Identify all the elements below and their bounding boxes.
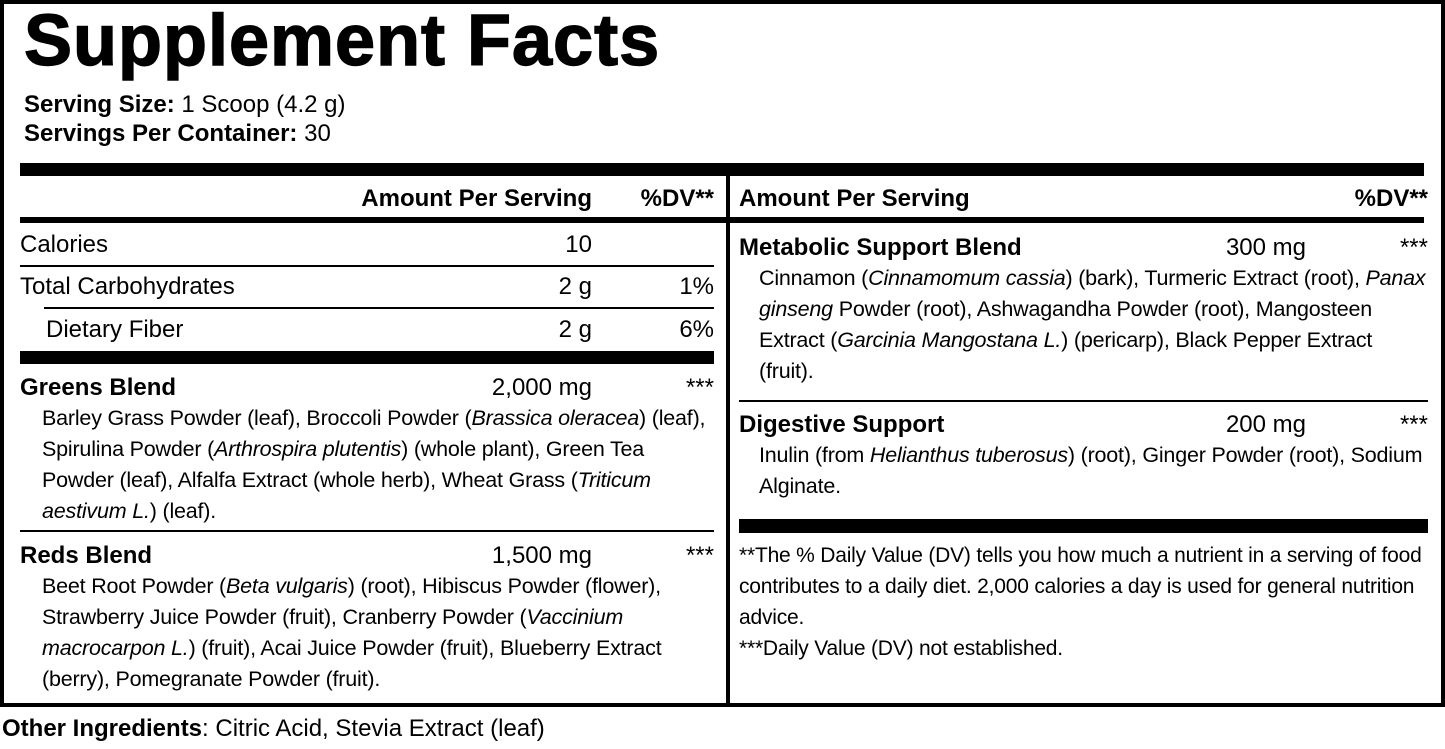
blend-amount: 1,500 mg: [491, 542, 592, 569]
page-title: Supplement Facts: [23, 1, 661, 81]
dv-header-label: %DV**: [640, 184, 714, 212]
thick-divider-bar: [739, 519, 1428, 533]
nutrient-amount: 2 g: [558, 316, 592, 343]
nutrient-name: Dietary Fiber: [46, 316, 184, 343]
top-thick-bar: [20, 163, 1424, 176]
nutrient-name: Calories: [20, 231, 109, 258]
column-divider: [726, 176, 730, 703]
blend-name: Greens Blend: [20, 374, 177, 401]
left-column: Calories 10 Total Carbohydrates 2 g 1% D…: [20, 225, 714, 695]
thick-divider-bar: [20, 351, 714, 364]
nutrient-amount: 10: [565, 231, 592, 258]
nutrient-row-total-carbohydrates: Total Carbohydrates 2 g 1%: [20, 267, 714, 307]
footnote-dv-definition: **The % Daily Value (DV) tells you how m…: [739, 544, 1422, 629]
footnotes: **The % Daily Value (DV) tells you how m…: [739, 533, 1428, 664]
blend-name: Digestive Support: [739, 411, 945, 438]
serving-size-value: 1 Scoop (4.2 g): [174, 91, 346, 118]
blend-ingredients-metabolic: Cinnamon (Cinnamomum cassia) (bark), Tur…: [759, 266, 1426, 383]
blend-name: Metabolic Support Blend: [739, 234, 1022, 261]
nutrient-row-calories: Calories 10: [20, 225, 714, 265]
blend-dv-asterisks: ***: [685, 374, 714, 401]
blend-dv-asterisks: ***: [685, 542, 714, 569]
header-underline-bar: [20, 217, 1424, 223]
blend-dv-asterisks: ***: [1399, 411, 1428, 438]
other-ingredients-row: Other Ingredients: Citric Acid, Stevia E…: [2, 715, 1445, 743]
separator-line-indented: [44, 307, 714, 309]
blend-name: Reds Blend: [20, 542, 153, 569]
nutrient-dv: 6%: [679, 316, 714, 343]
blend-amount: 200 mg: [1225, 411, 1306, 438]
blend-ingredients-reds: Beet Root Powder (Beta vulgaris) (root),…: [42, 574, 662, 691]
servings-per-container-value: 30: [297, 120, 331, 147]
supplement-facts-panel: Supplement Facts Serving Size: 1 Scoop (…: [0, 0, 1445, 707]
serving-info: Serving Size: 1 Scoop (4.2 g) Servings P…: [24, 90, 345, 148]
blend-ingredients-greens: Barley Grass Powder (leaf), Broccoli Pow…: [42, 406, 706, 523]
blend-amount: 300 mg: [1225, 234, 1306, 261]
amount-per-serving-label: Amount Per Serving: [361, 184, 592, 212]
serving-size-label: Serving Size:: [24, 91, 175, 118]
other-ingredients-label: Other Ingredients: [2, 715, 203, 742]
serving-size-row: Serving Size: 1 Scoop (4.2 g): [24, 90, 345, 119]
separator-line: [20, 265, 714, 267]
blend-dv-asterisks: ***: [1399, 234, 1428, 261]
servings-per-container-row: Servings Per Container: 30: [24, 119, 345, 148]
other-ingredients-value: : Citric Acid, Stevia Extract (leaf): [202, 715, 545, 742]
right-column-header: Amount Per Serving %DV**: [739, 180, 1428, 217]
amount-per-serving-label: Amount Per Serving: [739, 184, 970, 212]
blend-amount: 2,000 mg: [491, 374, 592, 401]
blend-row-metabolic-support: Metabolic Support Blend 300 mg ***: [739, 225, 1428, 263]
nutrient-name: Total Carbohydrates: [20, 273, 235, 300]
blend-row-greens: Greens Blend 2,000 mg ***: [20, 364, 714, 403]
nutrient-dv: 1%: [679, 273, 714, 300]
nutrient-row-dietary-fiber: Dietary Fiber 2 g 6%: [20, 309, 714, 351]
servings-per-container-label: Servings Per Container:: [24, 120, 298, 147]
blend-row-digestive-support: Digestive Support 200 mg ***: [739, 402, 1428, 440]
nutrient-amount: 2 g: [558, 273, 592, 300]
right-column: Metabolic Support Blend 300 mg *** Cinna…: [739, 225, 1428, 664]
dv-header-label: %DV**: [1354, 184, 1428, 212]
separator-line: [20, 530, 714, 532]
footnote-not-established: ***Daily Value (DV) not established.: [739, 637, 1063, 660]
blend-ingredients-digestive: Inulin (from Helianthus tuberosus) (root…: [759, 443, 1423, 498]
blend-row-reds: Reds Blend 1,500 mg ***: [20, 532, 714, 571]
left-column-header: Amount Per Serving %DV**: [20, 180, 714, 217]
separator-line: [739, 400, 1428, 402]
